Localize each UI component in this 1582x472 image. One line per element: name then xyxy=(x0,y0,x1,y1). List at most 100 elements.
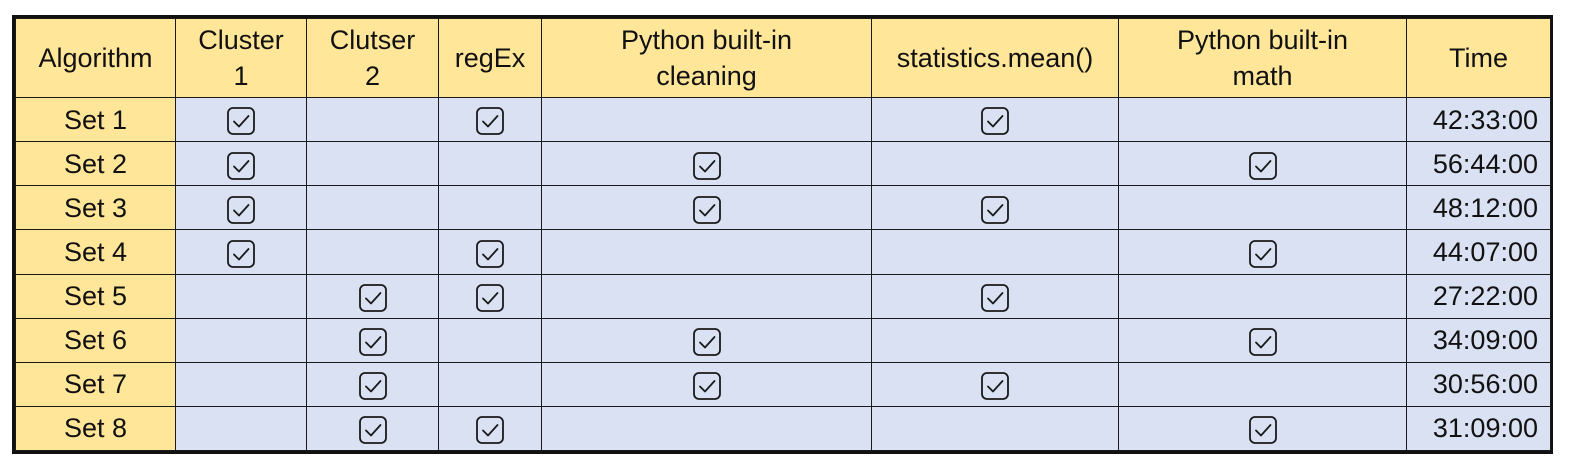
column-header-line2: Time xyxy=(1449,43,1508,73)
check-cell xyxy=(175,141,307,187)
check-cell xyxy=(438,185,542,231)
check-cell xyxy=(1118,361,1407,407)
checked-box-icon xyxy=(980,283,1010,313)
checked-box-icon xyxy=(1248,239,1278,269)
check-cell xyxy=(871,141,1119,187)
column-header: Python built-in math xyxy=(1118,18,1407,98)
row-label: Set 6 xyxy=(15,317,176,363)
checked-box-icon xyxy=(1248,327,1278,357)
check-cell xyxy=(175,229,307,275)
check-cell xyxy=(1118,229,1407,275)
check-cell xyxy=(541,96,872,143)
column-header-line2: Algorithm xyxy=(38,43,153,73)
check-cell xyxy=(175,405,307,452)
row-label: Set 1 xyxy=(15,96,176,143)
check-cell xyxy=(541,405,872,452)
column-header-line1: Clutser xyxy=(329,25,416,55)
check-cell xyxy=(438,361,542,407)
check-cell xyxy=(541,317,872,363)
checked-box-icon xyxy=(980,195,1010,225)
check-cell xyxy=(1118,96,1407,143)
time-value: 44:07:00 xyxy=(1406,229,1551,275)
column-header-line2: statistics.mean() xyxy=(896,43,1094,73)
check-cell xyxy=(306,273,439,319)
results-table: Algorithm Cluster 1 Clutser 2 regEx Python bui… xyxy=(15,18,1551,452)
check-cell xyxy=(871,229,1119,275)
checked-box-icon xyxy=(1248,151,1278,181)
checked-box-icon xyxy=(692,151,722,181)
column-header: Clutser 2 xyxy=(306,18,439,98)
check-cell xyxy=(1118,273,1407,319)
check-cell xyxy=(1118,185,1407,231)
check-cell xyxy=(871,273,1119,319)
checked-box-icon xyxy=(475,106,505,136)
column-header-line1: Python built-in xyxy=(1176,25,1349,55)
checked-box-icon xyxy=(1248,415,1278,445)
table-row: Set 3 48:12:00 xyxy=(15,185,1551,231)
check-cell xyxy=(871,405,1119,452)
check-cell xyxy=(871,96,1119,143)
check-cell xyxy=(306,317,439,363)
table-row: Set 2 56:44:00 xyxy=(15,141,1551,187)
row-label: Set 7 xyxy=(15,361,176,407)
table-row: Set 8 31:09:00 xyxy=(15,405,1551,452)
table-body: Set 1 42:33:00 Set 2 56:44:00 Set 3 48:12:00 S… xyxy=(15,96,1551,452)
time-value: 42:33:00 xyxy=(1406,96,1551,143)
check-cell xyxy=(438,229,542,275)
header-row: Algorithm Cluster 1 Clutser 2 regEx Python bui… xyxy=(15,18,1551,98)
row-label: Set 3 xyxy=(15,185,176,231)
check-cell xyxy=(871,361,1119,407)
check-cell xyxy=(871,185,1119,231)
time-value: 48:12:00 xyxy=(1406,185,1551,231)
check-cell xyxy=(306,405,439,452)
check-cell xyxy=(306,361,439,407)
check-cell xyxy=(871,317,1119,363)
check-cell xyxy=(1118,317,1407,363)
row-label: Set 2 xyxy=(15,141,176,187)
checked-box-icon xyxy=(358,327,388,357)
column-header-line2: cleaning xyxy=(656,61,757,91)
check-cell xyxy=(438,317,542,363)
check-cell xyxy=(1118,141,1407,187)
checked-box-icon xyxy=(475,283,505,313)
check-cell xyxy=(175,185,307,231)
check-cell xyxy=(1118,405,1407,452)
column-header: Time xyxy=(1406,18,1551,98)
column-header: Python built-in cleaning xyxy=(541,18,872,98)
row-label: Set 5 xyxy=(15,273,176,319)
column-header: Algorithm xyxy=(15,18,176,98)
time-value: 34:09:00 xyxy=(1406,317,1551,363)
column-header-line2: regEx xyxy=(454,43,526,73)
checked-box-icon xyxy=(475,239,505,269)
check-cell xyxy=(438,96,542,143)
checked-box-icon xyxy=(226,195,256,225)
time-value: 27:22:00 xyxy=(1406,273,1551,319)
check-cell xyxy=(306,96,439,143)
check-cell xyxy=(306,229,439,275)
check-cell xyxy=(541,229,872,275)
time-value: 30:56:00 xyxy=(1406,361,1551,407)
row-label: Set 8 xyxy=(15,405,176,452)
column-header-line2: 1 xyxy=(233,61,249,91)
check-cell xyxy=(438,273,542,319)
time-value: 56:44:00 xyxy=(1406,141,1551,187)
checked-box-icon xyxy=(692,327,722,357)
column-header: statistics.mean() xyxy=(871,18,1119,98)
checked-box-icon xyxy=(980,106,1010,136)
check-cell xyxy=(541,361,872,407)
check-cell xyxy=(175,317,307,363)
column-header: Cluster 1 xyxy=(175,18,307,98)
check-cell xyxy=(541,273,872,319)
column-header-line1: Cluster xyxy=(198,25,284,55)
check-cell xyxy=(306,185,439,231)
column-header-line2: 2 xyxy=(364,61,381,91)
checked-box-icon xyxy=(692,371,722,401)
checked-box-icon xyxy=(358,283,388,313)
table-row: Set 6 34:09:00 xyxy=(15,317,1551,363)
table-row: Set 4 44:07:00 xyxy=(15,229,1551,275)
check-cell xyxy=(175,273,307,319)
column-header: regEx xyxy=(438,18,542,98)
checked-box-icon xyxy=(226,239,256,269)
checked-box-icon xyxy=(475,415,505,445)
row-label: Set 4 xyxy=(15,229,176,275)
